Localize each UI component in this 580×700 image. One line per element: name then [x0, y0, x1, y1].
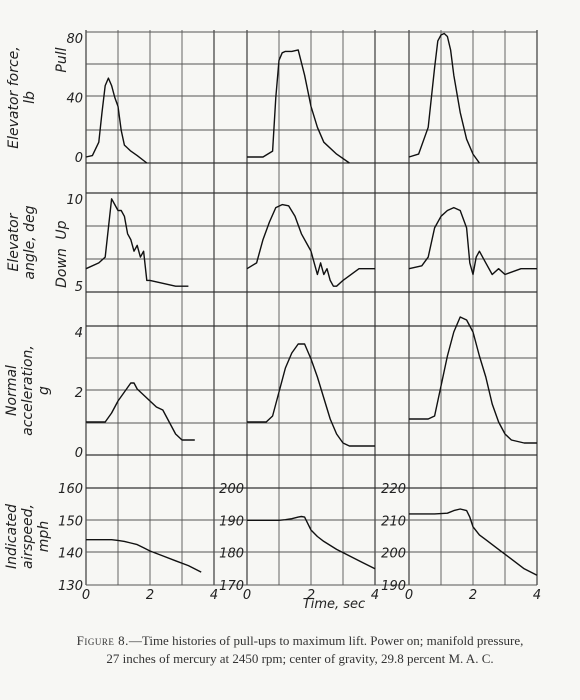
row-axis-label: Elevator force,	[6, 46, 22, 148]
y-tick-label: 5	[75, 280, 83, 295]
series-line-angle-1	[85, 198, 189, 287]
labels-layer: Elevator force, lb Pull Elevator angle, deg U…	[4, 46, 70, 569]
series-line-angle-3	[408, 206, 537, 276]
x-tick-label: 4	[210, 588, 218, 603]
row-axis-label: acceleration,	[20, 345, 36, 436]
x-tick-label: 4	[371, 588, 379, 603]
down-label: Down	[54, 248, 70, 288]
series-line-force-3	[408, 32, 480, 164]
x-tick-label: 2	[307, 588, 315, 603]
row-axis-label: angle, deg	[22, 205, 38, 279]
series-line-airspeed-2	[247, 515, 376, 570]
row-axis-label: airspeed,	[20, 504, 36, 569]
y-tick-label: 200	[381, 547, 406, 562]
row-axis-label: Normal	[4, 365, 20, 416]
x-tick-label: 4	[533, 588, 541, 603]
series-line-accel-2	[247, 343, 375, 447]
series-line-accel-1	[86, 382, 195, 441]
y-tick-label: 180	[219, 547, 244, 562]
lines-layer	[85, 32, 538, 576]
row-axis-label: Elevator	[6, 212, 22, 271]
x-tick-label: 2	[469, 588, 477, 603]
y-tick-label: 40	[66, 92, 83, 107]
y-tick-label: 2	[75, 386, 83, 401]
series-line-airspeed-3	[409, 508, 538, 576]
x-tick-label: 0	[243, 588, 251, 603]
y-tick-label: 0	[75, 151, 83, 166]
row-axis-label: mph	[36, 521, 52, 552]
series-line-force-2	[247, 49, 350, 164]
series-line-force-1	[85, 77, 148, 164]
x-tick-label: 2	[146, 588, 154, 603]
figure-caption: Figure 8.—Time histories of pull-ups to …	[50, 632, 550, 668]
caption-label: Figure 8.	[76, 633, 129, 648]
y-tick-label: 170	[219, 579, 244, 594]
series-line-angle-2	[246, 203, 375, 287]
row-axis-label: lb	[22, 91, 38, 104]
y-tick-label: 200	[219, 482, 244, 497]
caption-text: —Time histories of pull-ups to maximum l…	[128, 633, 524, 648]
y-tick-label: 160	[58, 482, 83, 497]
y-tick-label: 210	[381, 514, 406, 529]
series-line-airspeed-1	[86, 539, 202, 573]
y-tick-label: 220	[381, 482, 406, 497]
x-tick-label: 0	[405, 588, 413, 603]
caption-text-2: 27 inches of mercury at 2450 rpm; center…	[106, 651, 494, 666]
x-axis-label: Time, sec	[303, 597, 365, 612]
x-tick-label: 0	[82, 588, 90, 603]
y-tick-label: 130	[58, 579, 83, 594]
y-tick-label: 80	[66, 32, 83, 47]
pull-label: Pull	[54, 47, 70, 72]
row-axis-label: Indicated	[4, 504, 20, 569]
up-label: Up	[54, 220, 70, 239]
y-tick-label: 10	[66, 193, 83, 208]
y-tick-label: 140	[58, 547, 83, 562]
y-tick-label: 0	[75, 446, 83, 461]
row-axis-label: g	[36, 386, 52, 395]
y-tick-label: 150	[58, 514, 83, 529]
series-line-accel-3	[409, 316, 537, 444]
ticks-layer: 8040010542016015014013020019018017022021…	[58, 32, 541, 603]
y-tick-label: 190	[381, 579, 406, 594]
grid-layer	[85, 30, 538, 586]
y-tick-label: 190	[219, 514, 244, 529]
y-tick-label: 4	[75, 326, 83, 341]
